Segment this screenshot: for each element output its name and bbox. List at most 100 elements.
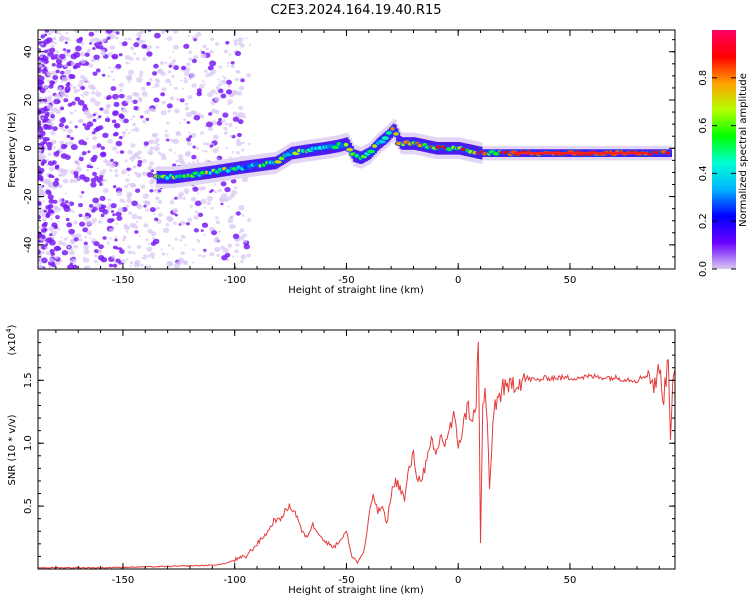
noise-speckle bbox=[191, 110, 197, 116]
noise-speckle bbox=[70, 144, 78, 151]
noise-speckle bbox=[214, 96, 221, 102]
snr-multiplier: (x104) bbox=[5, 324, 18, 355]
noise-speckle bbox=[159, 61, 165, 65]
ridge-body bbox=[394, 124, 397, 138]
noise-speckle bbox=[38, 225, 41, 230]
noise-speckle bbox=[228, 53, 232, 56]
x-tick-label: -150 bbox=[112, 575, 135, 586]
noise-speckle bbox=[232, 111, 238, 116]
noise-speckle bbox=[70, 136, 74, 141]
noise-speckle bbox=[157, 151, 162, 155]
noise-speckle bbox=[218, 65, 222, 69]
noise-speckle bbox=[168, 64, 173, 68]
noise-speckle bbox=[212, 148, 219, 154]
noise-speckle bbox=[137, 163, 142, 167]
noise-speckle bbox=[224, 252, 231, 258]
noise-speckle bbox=[127, 81, 130, 83]
colorbar-tick-label: 0.8 bbox=[698, 70, 709, 86]
noise-speckle bbox=[176, 260, 183, 266]
noise-speckle bbox=[207, 201, 211, 205]
y-tick-label: -40 bbox=[23, 237, 34, 253]
noise-speckle bbox=[235, 211, 241, 216]
noise-speckle bbox=[135, 226, 139, 229]
noise-speckle bbox=[224, 122, 228, 126]
noise-speckle bbox=[179, 257, 183, 260]
noise-speckle bbox=[84, 52, 90, 57]
noise-speckle bbox=[90, 165, 94, 169]
noise-speckle bbox=[124, 54, 131, 60]
noise-speckle bbox=[213, 237, 220, 243]
noise-speckle bbox=[141, 86, 146, 91]
noise-speckle bbox=[51, 160, 53, 163]
ridge-blob bbox=[278, 156, 285, 161]
colorbar-ticks: 0.0 0.2 0.4 0.6 0.8 bbox=[698, 70, 736, 277]
noise-speckle-layer bbox=[38, 30, 252, 269]
noise-speckle bbox=[96, 89, 99, 92]
noise-speckle bbox=[94, 42, 100, 47]
noise-speckle bbox=[193, 228, 199, 233]
noise-speckle bbox=[66, 69, 72, 74]
noise-speckle bbox=[101, 183, 105, 186]
noise-speckle bbox=[42, 137, 48, 142]
noise-speckle bbox=[74, 96, 81, 102]
noise-speckle bbox=[52, 75, 59, 80]
noise-speckle bbox=[126, 167, 131, 172]
noise-speckle bbox=[114, 173, 119, 178]
noise-speckle bbox=[137, 156, 142, 160]
noise-speckle bbox=[169, 96, 175, 101]
noise-speckle bbox=[111, 53, 119, 60]
noise-speckle bbox=[191, 154, 197, 160]
noise-speckle bbox=[39, 88, 46, 94]
noise-speckle bbox=[226, 79, 233, 85]
noise-speckle bbox=[85, 220, 92, 226]
noise-speckle bbox=[165, 138, 170, 142]
noise-speckle bbox=[38, 60, 42, 64]
noise-speckle bbox=[155, 196, 160, 201]
noise-speckle bbox=[117, 207, 124, 213]
noise-speckle bbox=[70, 61, 76, 67]
noise-speckle bbox=[55, 69, 60, 74]
noise-speckle bbox=[90, 85, 96, 91]
noise-speckle bbox=[164, 129, 168, 133]
noise-speckle bbox=[246, 73, 252, 78]
noise-speckle bbox=[90, 182, 97, 188]
noise-speckle bbox=[92, 197, 100, 204]
noise-speckle bbox=[64, 37, 70, 41]
noise-speckle bbox=[157, 212, 163, 217]
noise-speckle bbox=[196, 88, 202, 93]
noise-speckle bbox=[136, 204, 143, 210]
noise-speckle bbox=[215, 220, 221, 225]
noise-speckle bbox=[41, 217, 47, 222]
noise-speckle bbox=[95, 68, 101, 73]
noise-speckle bbox=[100, 151, 107, 157]
noise-speckle bbox=[46, 125, 53, 130]
ridge-body bbox=[397, 132, 401, 145]
noise-speckle bbox=[192, 248, 195, 251]
noise-speckle bbox=[44, 246, 49, 250]
noise-speckle bbox=[129, 265, 132, 267]
noise-speckle bbox=[137, 215, 143, 220]
noise-speckle bbox=[131, 200, 138, 207]
noise-speckle bbox=[192, 186, 199, 192]
noise-speckle bbox=[172, 50, 175, 53]
x-tick-label: 0 bbox=[455, 275, 461, 286]
noise-speckle bbox=[226, 61, 230, 65]
noise-speckle bbox=[118, 118, 122, 121]
noise-speckle bbox=[184, 102, 189, 106]
noise-speckle bbox=[98, 41, 103, 45]
noise-speckle bbox=[237, 111, 244, 118]
noise-speckle bbox=[127, 245, 131, 249]
noise-speckle bbox=[49, 30, 55, 34]
noise-speckle bbox=[75, 45, 82, 52]
noise-speckle bbox=[54, 230, 57, 233]
noise-speckle bbox=[236, 70, 241, 74]
noise-speckle bbox=[148, 152, 153, 156]
noise-speckle bbox=[42, 118, 48, 123]
noise-speckle bbox=[99, 174, 104, 179]
noise-speckle bbox=[50, 56, 56, 60]
noise-speckle bbox=[46, 141, 53, 148]
noise-speckle bbox=[209, 252, 215, 257]
noise-speckle bbox=[49, 47, 56, 53]
noise-speckle bbox=[49, 80, 55, 85]
noise-speckle bbox=[183, 79, 189, 84]
